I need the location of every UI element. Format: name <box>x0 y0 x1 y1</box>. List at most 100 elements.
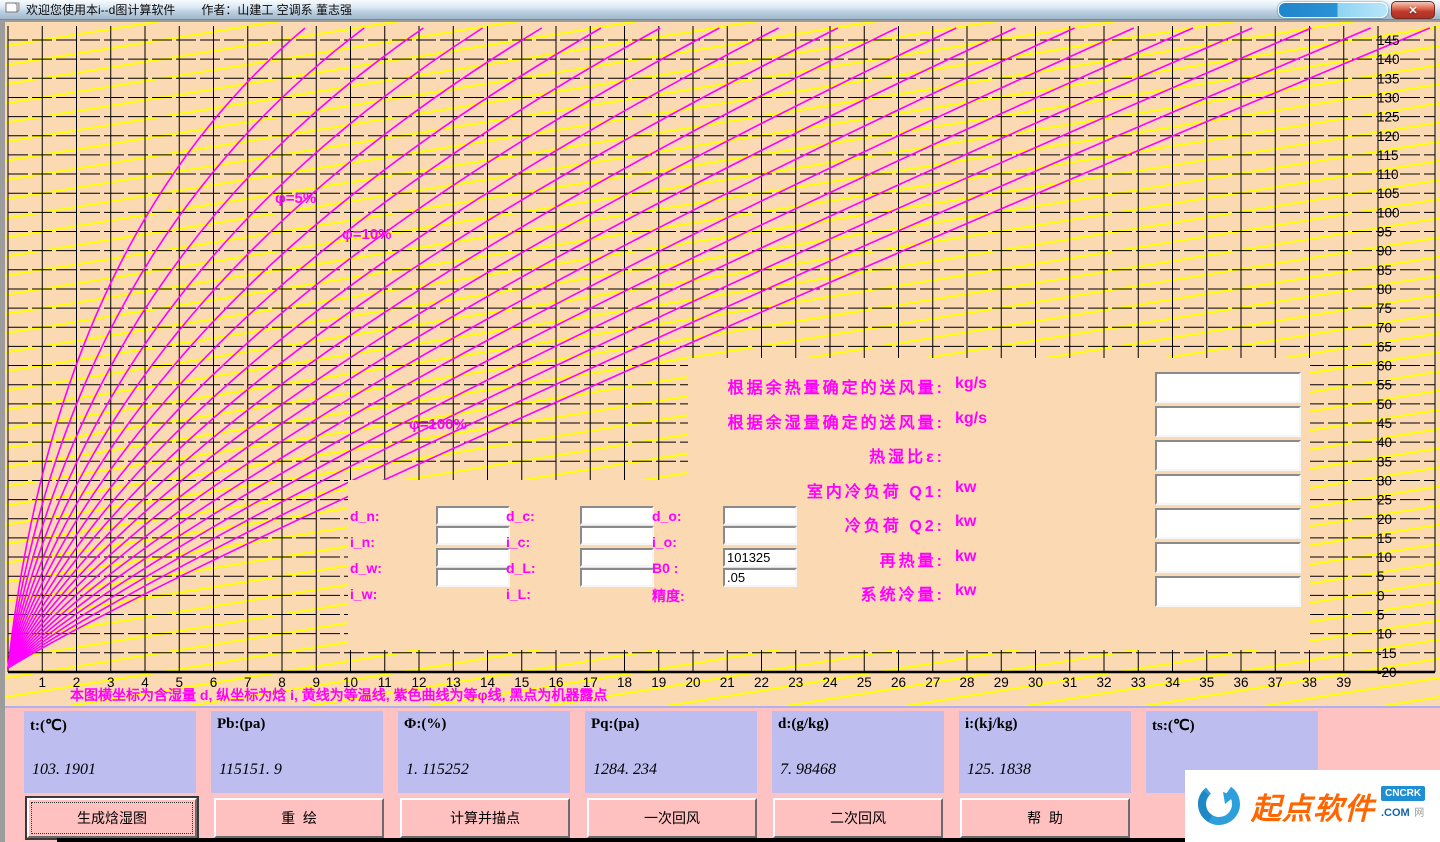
phi-label-1: φ=10% <box>342 226 392 243</box>
output-field-system-cooling[interactable] <box>1155 576 1301 607</box>
svg-text:20: 20 <box>685 675 700 690</box>
output-label-indoor-cooling-load-q1: 室内冷负荷 Q1: <box>806 484 945 501</box>
svg-text:30: 30 <box>1028 675 1043 690</box>
svg-text:105: 105 <box>1377 186 1400 201</box>
input-precision[interactable]: .05 <box>723 568 797 587</box>
watermark-domain: .COM <box>1381 806 1410 819</box>
svg-text:4: 4 <box>141 675 149 690</box>
input-i_o[interactable] <box>723 526 797 545</box>
output-unit-indoor-cooling-load-q1: kw <box>955 479 977 496</box>
svg-text:10: 10 <box>1377 550 1392 565</box>
input-d_w[interactable] <box>436 548 510 567</box>
svg-text:35: 35 <box>1377 454 1392 469</box>
generate-chart-button[interactable]: 生成焓湿图 <box>25 796 199 840</box>
svg-text:23: 23 <box>788 675 803 690</box>
output-field-airflow-by-heat[interactable] <box>1155 372 1301 403</box>
input-B0[interactable]: 101325 <box>723 548 797 567</box>
svg-text:125: 125 <box>1377 110 1400 125</box>
svg-text:120: 120 <box>1377 129 1400 144</box>
titlebar-blue-button[interactable] <box>1278 2 1388 18</box>
input-d_c[interactable] <box>580 506 654 525</box>
svg-text:10: 10 <box>343 675 358 690</box>
svg-text:24: 24 <box>822 675 838 690</box>
point-label-i_n: i_n: <box>350 534 375 550</box>
svg-text:60: 60 <box>1377 359 1392 374</box>
svg-text:130: 130 <box>1377 90 1400 105</box>
input-i_L[interactable] <box>580 568 654 587</box>
input-d_L[interactable] <box>580 548 654 567</box>
output-field-airflow-by-moisture[interactable] <box>1155 406 1301 437</box>
svg-text:20: 20 <box>1377 512 1392 527</box>
chart-note: 本图横坐标为含湿量 d, 纵坐标为焓 i, 黄线为等温线, 紫色曲线为等φ线, … <box>70 687 607 703</box>
watermark-badge: CNCRK <box>1381 785 1426 801</box>
svg-text:30: 30 <box>1377 473 1392 488</box>
status-cell-1: Pb:(pa) 115151. 9 <box>211 711 383 793</box>
point-label-i_L: i_L: <box>506 586 531 602</box>
output-field-reheat[interactable] <box>1155 542 1301 573</box>
point-label-precision: 精度: <box>652 588 685 604</box>
point-label-i_c: i_c: <box>506 534 531 550</box>
watermark-brand: 起点软件 <box>1251 793 1375 826</box>
input-d_o[interactable] <box>723 506 797 525</box>
window-title-author: 作者：山建工 空调系 董志强 <box>201 3 353 17</box>
svg-text:40: 40 <box>1377 435 1392 450</box>
output-label-airflow-by-heat: 根据余热量确定的送风量: <box>727 380 945 397</box>
input-i_n[interactable] <box>436 526 510 545</box>
point-label-i_w: i_w: <box>350 586 378 602</box>
point-label-d_o: d_o: <box>652 508 682 524</box>
secondary-return-air-button[interactable]: 二次回风 <box>773 798 943 838</box>
point-label-d_L: d_L: <box>506 560 536 576</box>
svg-text:80: 80 <box>1377 282 1392 297</box>
help-button[interactable]: 帮 助 <box>960 798 1130 838</box>
input-i_c[interactable] <box>580 526 654 545</box>
svg-text:8: 8 <box>278 675 286 690</box>
input-i_w[interactable] <box>436 568 510 587</box>
svg-text:115: 115 <box>1377 148 1399 163</box>
svg-text:6: 6 <box>210 675 218 690</box>
calc-and-plot-button[interactable]: 计算并描点 <box>400 798 570 838</box>
status-cell-2: Φ:(%) 1. 115252 <box>398 711 570 793</box>
svg-text:95: 95 <box>1377 225 1392 240</box>
output-label-airflow-by-moisture: 根据余湿量确定的送风量: <box>727 415 945 432</box>
status-cell-label-3: Pq:(pa) <box>591 716 640 732</box>
svg-text:9: 9 <box>312 675 320 690</box>
svg-text:5: 5 <box>1377 608 1385 623</box>
svg-text:25: 25 <box>857 675 872 690</box>
svg-text:110: 110 <box>1377 167 1399 182</box>
primary-return-air-button[interactable]: 一次回风 <box>587 798 757 838</box>
svg-text:19: 19 <box>651 675 666 690</box>
svg-text:65: 65 <box>1377 339 1392 354</box>
output-unit-airflow-by-moisture: kg/s <box>955 410 988 427</box>
output-field-heat-moisture-ratio[interactable] <box>1155 440 1301 471</box>
svg-text:3: 3 <box>107 675 115 690</box>
svg-text:13: 13 <box>446 675 461 690</box>
svg-text:7: 7 <box>244 675 252 690</box>
svg-text:70: 70 <box>1377 320 1392 335</box>
svg-text:45: 45 <box>1377 416 1392 431</box>
app-icon <box>5 1 20 19</box>
svg-text:39: 39 <box>1336 675 1351 690</box>
svg-text:22: 22 <box>754 675 769 690</box>
svg-text:27: 27 <box>925 675 940 690</box>
svg-text:21: 21 <box>720 675 735 690</box>
svg-text:31: 31 <box>1062 675 1077 690</box>
status-cell-label-4: d:(g/kg) <box>778 716 829 732</box>
watermark-badge-group: CNCRK .COM 网 <box>1381 785 1426 821</box>
redraw-button[interactable]: 重 绘 <box>214 798 384 838</box>
output-field-indoor-cooling-load-q1[interactable] <box>1155 474 1301 505</box>
output-label-system-cooling: 系统冷量: <box>860 587 945 604</box>
svg-text:2: 2 <box>73 675 81 690</box>
output-field-cooling-load-q2[interactable] <box>1155 508 1301 539</box>
status-cell-label-2: Φ:(%) <box>404 716 447 732</box>
svg-text:90: 90 <box>1377 244 1392 259</box>
svg-text:15: 15 <box>514 675 529 690</box>
window-title: 欢迎您使用本i--d图计算软件 <box>26 3 176 17</box>
input-d_n[interactable] <box>436 506 510 525</box>
watermark-logo: 起点软件 CNCRK .COM 网 <box>1185 770 1440 842</box>
output-label-reheat: 再热量: <box>879 553 945 570</box>
close-button[interactable]: ✕ <box>1391 1 1435 19</box>
svg-text:85: 85 <box>1377 263 1392 278</box>
status-cell-4: d:(g/kg) 7. 98468 <box>772 711 944 793</box>
svg-text:29: 29 <box>994 675 1009 690</box>
output-unit-system-cooling: kw <box>955 582 977 599</box>
